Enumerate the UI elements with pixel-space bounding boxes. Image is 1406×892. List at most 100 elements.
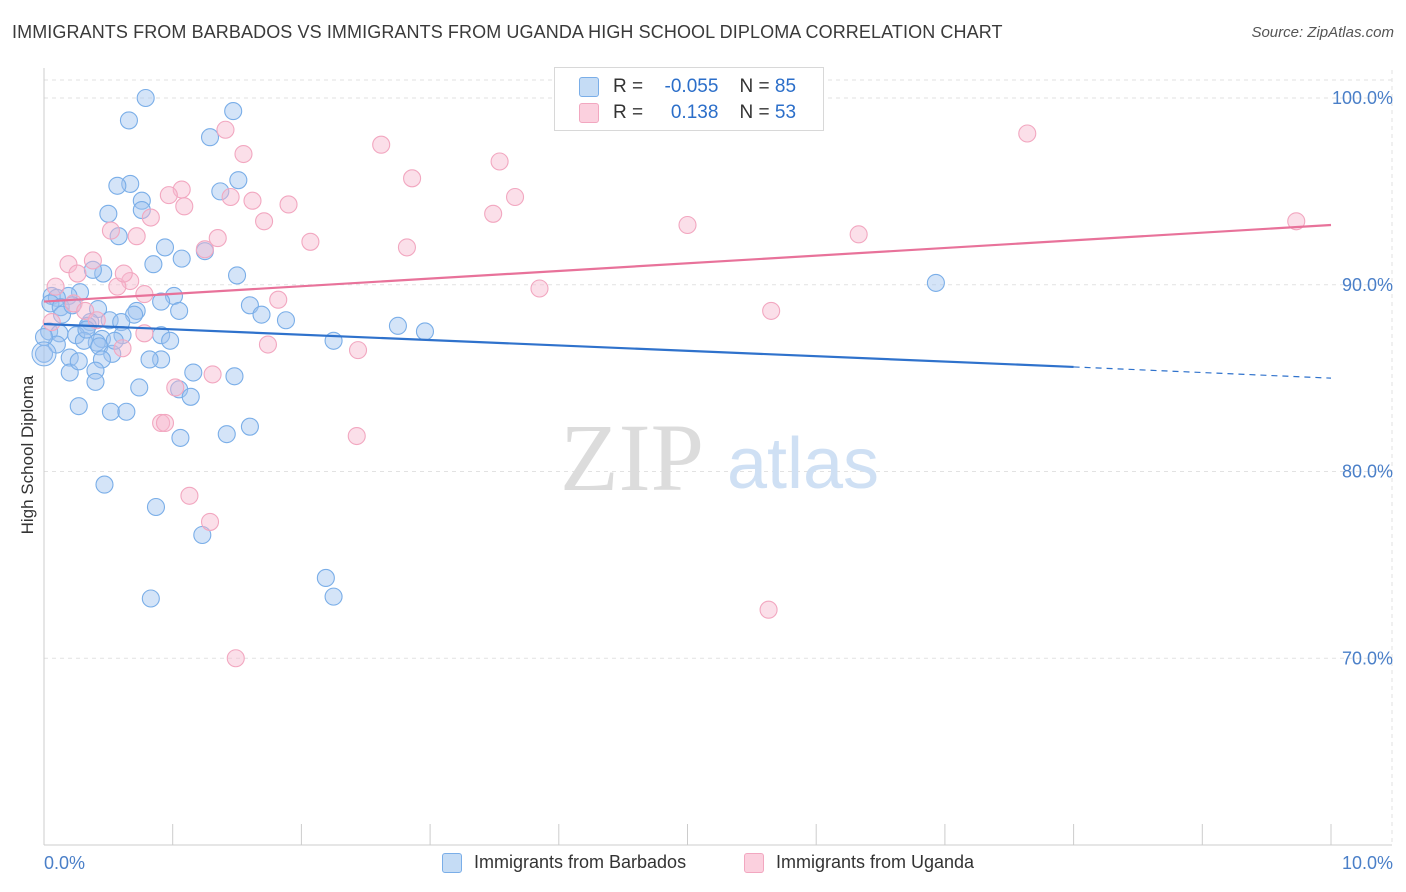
trend-line-barbados-extension xyxy=(1073,366,1332,379)
data-point xyxy=(161,331,180,350)
data-point-large xyxy=(31,341,57,367)
source-label: Source: ZipAtlas.com xyxy=(1251,24,1394,41)
x-tick-label-min: 0.0% xyxy=(44,853,85,873)
data-point xyxy=(403,169,422,188)
legend-n-label: N = xyxy=(739,76,770,97)
data-point xyxy=(372,135,391,154)
data-point xyxy=(113,339,132,358)
data-point xyxy=(101,221,120,240)
data-point xyxy=(105,331,124,350)
trend-lines xyxy=(43,223,1332,379)
gridlines xyxy=(44,70,1393,845)
data-point xyxy=(141,589,160,608)
data-point xyxy=(276,311,296,330)
legend-n-label: N = xyxy=(739,102,770,123)
data-point xyxy=(181,387,200,406)
data-point xyxy=(849,225,868,244)
watermark-atlas: atlas xyxy=(727,424,879,504)
legend-n-value: 53 xyxy=(774,102,797,123)
trend-line-uganda xyxy=(43,223,1332,303)
data-point xyxy=(100,311,119,330)
data-point xyxy=(1018,124,1037,143)
data-point xyxy=(170,301,189,320)
data-point xyxy=(119,111,138,130)
data-point xyxy=(216,120,235,139)
bottom-legend-label-barbados: Immigrants from Barbados xyxy=(474,852,687,872)
data-point xyxy=(243,191,262,210)
data-point xyxy=(208,229,227,248)
data-point xyxy=(135,285,154,304)
correlation-legend: R = -0.055 N = 85 R = 0.138 N = 53 xyxy=(554,67,824,131)
legend-r-label: R = xyxy=(613,76,644,97)
data-point xyxy=(155,413,175,433)
data-point xyxy=(505,187,525,207)
data-point xyxy=(83,260,102,279)
data-point xyxy=(86,372,105,391)
data-point xyxy=(95,475,114,494)
trend-line-barbados xyxy=(43,322,1074,369)
data-point xyxy=(114,264,133,283)
y-tick-label: 70.0% xyxy=(1342,648,1393,668)
data-point xyxy=(132,201,151,220)
bottom-legend-label-uganda: Immigrants from Uganda xyxy=(776,852,975,872)
data-point xyxy=(159,186,178,205)
legend-r-value: 0.138 xyxy=(670,102,719,123)
data-point xyxy=(203,365,222,384)
data-point xyxy=(108,176,127,195)
data-point xyxy=(132,191,151,210)
series-barbados-points xyxy=(31,88,945,608)
data-point xyxy=(224,102,243,121)
data-point xyxy=(144,255,163,274)
data-point xyxy=(42,313,61,332)
data-point xyxy=(252,305,271,324)
data-point xyxy=(229,171,248,190)
y-tick-label: 90.0% xyxy=(1342,275,1393,295)
data-point xyxy=(490,152,509,171)
data-point xyxy=(211,182,230,201)
data-point xyxy=(92,350,111,369)
y-tick-label: 100.0% xyxy=(1332,88,1393,108)
watermark-zip: ZIP xyxy=(560,404,704,511)
data-point xyxy=(172,249,191,268)
data-point xyxy=(180,486,199,505)
chart-title: IMMIGRANTS FROM BARBADOS VS IMMIGRANTS F… xyxy=(12,22,1003,42)
legend-row-uganda: R = 0.138 N = 53 xyxy=(579,101,796,125)
data-point xyxy=(52,305,72,324)
data-point xyxy=(225,367,244,386)
data-point xyxy=(184,363,203,382)
x-tick-label-max: 10.0% xyxy=(1342,853,1393,873)
data-point xyxy=(41,294,60,313)
legend-swatch-barbados xyxy=(579,77,599,97)
data-point xyxy=(60,348,79,367)
data-point xyxy=(152,292,171,311)
data-point xyxy=(678,215,697,235)
data-point xyxy=(762,301,781,320)
legend-row-barbados: R = -0.055 N = 85 xyxy=(579,75,796,99)
data-point xyxy=(130,378,149,397)
data-point xyxy=(397,238,416,257)
data-point xyxy=(226,649,245,668)
data-point xyxy=(217,425,236,444)
data-point xyxy=(200,128,220,147)
data-point xyxy=(324,587,343,606)
data-point xyxy=(258,335,277,354)
data-point xyxy=(152,413,171,433)
data-point xyxy=(94,264,113,283)
data-point xyxy=(279,195,298,214)
data-point xyxy=(269,290,288,309)
data-point xyxy=(108,277,127,296)
bottom-legend-swatch-barbados xyxy=(442,852,462,873)
data-point xyxy=(68,264,87,283)
data-point xyxy=(415,322,435,341)
data-point xyxy=(69,397,88,416)
data-point xyxy=(240,417,259,436)
y-tick-labels: 70.0% 80.0% 90.0% 100.0% xyxy=(1332,88,1393,668)
data-point xyxy=(87,311,106,330)
data-point xyxy=(347,426,366,446)
data-point xyxy=(141,208,160,227)
legend-swatch-uganda xyxy=(579,103,599,123)
data-point xyxy=(34,327,54,347)
data-point xyxy=(530,279,549,298)
legend-n-value: 85 xyxy=(774,76,797,97)
